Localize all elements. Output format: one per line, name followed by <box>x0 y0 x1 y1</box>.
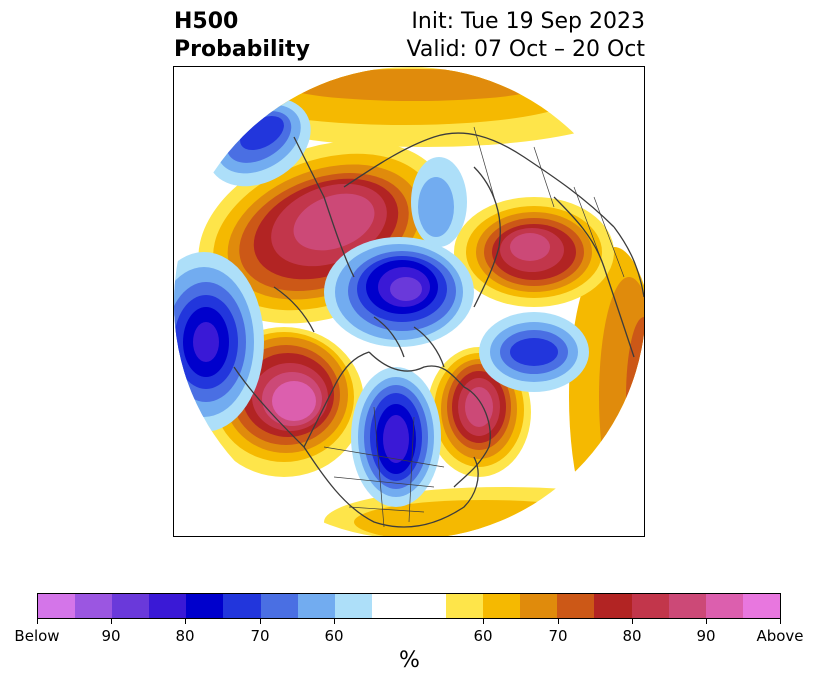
colorbar-tick-label: 60 <box>324 627 344 645</box>
colorbar-seg <box>186 594 224 618</box>
map-title-left: H500 Probability <box>174 8 310 64</box>
colorbar-seg <box>297 594 335 618</box>
valid-period: Valid: 07 Oct – 20 Oct <box>406 37 645 62</box>
colorbar-tick-label: 90 <box>696 627 716 645</box>
borders <box>323 126 625 528</box>
colorbar-seg <box>557 594 595 618</box>
colorbar-seg-neutral <box>371 594 447 618</box>
colorbar-tick-label: 70 <box>548 627 568 645</box>
colorbar-tick-label: 80 <box>622 627 642 645</box>
colorbar-seg <box>446 594 484 618</box>
colorbar-tick <box>632 619 633 624</box>
colorbar-tick <box>37 619 38 624</box>
colorbar-tick <box>780 619 781 624</box>
probability-map-svg <box>174 67 644 536</box>
title-variable: H500 <box>174 9 239 34</box>
colorbar-seg <box>742 594 780 618</box>
above-anomaly-siberia <box>198 140 450 324</box>
below-anomaly-north-atlantic <box>479 312 589 392</box>
colorbar-unit-label: % <box>399 648 420 673</box>
colorbar-tick-label: 60 <box>473 627 493 645</box>
colorbar-tick-label: 70 <box>250 627 270 645</box>
init-date: Init: Tue 19 Sep 2023 <box>411 9 645 34</box>
colorbar-seg <box>149 594 187 618</box>
colorbar-seg <box>631 594 669 618</box>
colorbar-tick <box>558 619 559 624</box>
title-product: Probability <box>174 37 310 62</box>
colorbar-seg <box>112 594 150 618</box>
colorbar-tick-label: Below <box>14 627 60 645</box>
polar-map <box>173 66 645 537</box>
colorbar-tick <box>260 619 261 624</box>
colorbar-seg <box>38 594 76 618</box>
above-anomaly-east-canada <box>427 347 531 477</box>
colorbar-tick-label: 80 <box>175 627 195 645</box>
colorbar-tick <box>706 619 707 624</box>
colorbar-tick <box>483 619 484 624</box>
colorbar-ticks: Below 90 80 70 60 60 70 80 90 Above <box>14 619 804 649</box>
map-title-right: Init: Tue 19 Sep 2023 Valid: 07 Oct – 20… <box>407 8 645 64</box>
colorbar-tick-label: 90 <box>101 627 121 645</box>
probability-colorbar <box>37 593 781 619</box>
above-anomaly-europe <box>454 197 614 307</box>
colorbar-tick <box>185 619 186 624</box>
colorbar-seg <box>223 594 261 618</box>
colorbar-seg <box>520 594 558 618</box>
below-anomaly-arctic <box>324 237 474 347</box>
colorbar-seg <box>75 594 113 618</box>
colorbar-seg <box>334 594 372 618</box>
colorbar-seg <box>483 594 521 618</box>
colorbar-tick-label: Above <box>756 627 804 645</box>
colorbar-seg <box>594 594 632 618</box>
colorbar-seg <box>260 594 298 618</box>
below-anomaly-east-us <box>351 367 441 507</box>
colorbar-tick <box>111 619 112 624</box>
colorbar-seg <box>705 594 743 618</box>
colorbar-seg <box>668 594 706 618</box>
colorbar-tick <box>334 619 335 624</box>
